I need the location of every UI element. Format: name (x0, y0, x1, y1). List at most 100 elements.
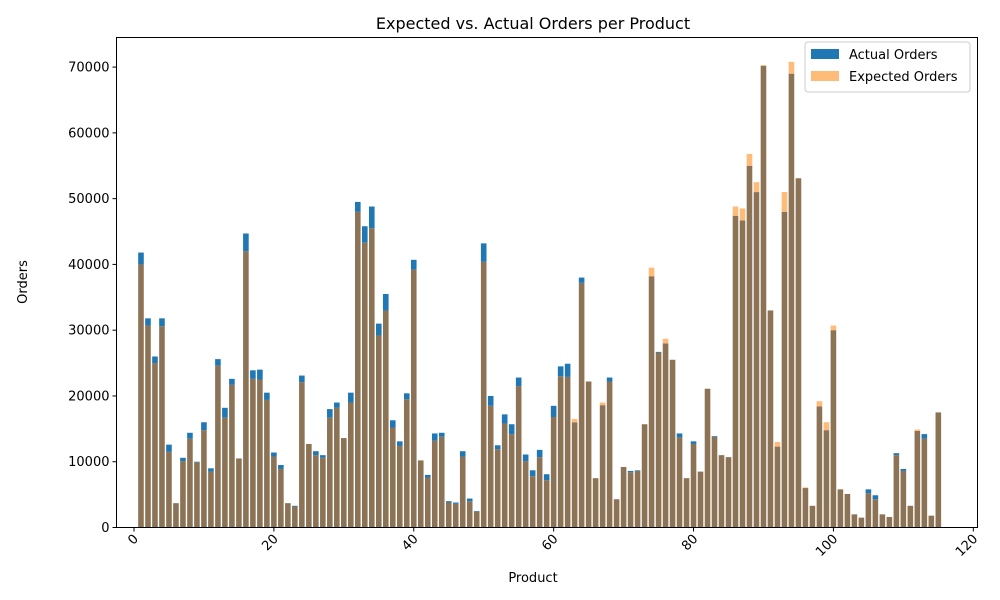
y-tick-label: 20000 (68, 389, 109, 404)
bar-actual-excess (382, 294, 389, 311)
bar-actual-excess (690, 441, 697, 444)
bar-actual-excess (438, 432, 445, 437)
bar-overlap (599, 405, 606, 528)
bar-overlap (816, 406, 823, 528)
bar-actual-excess (655, 351, 662, 353)
bar-actual-excess (138, 252, 144, 265)
bar-overlap (851, 514, 858, 528)
bar-actual-excess (257, 369, 263, 380)
bar-actual-excess (557, 366, 564, 377)
bar-actual-excess (278, 465, 284, 469)
bar-overlap (830, 330, 837, 528)
bar-overlap (257, 379, 263, 528)
plot-frame (116, 37, 978, 528)
bar-overlap (187, 438, 193, 528)
bar-actual-excess (480, 243, 487, 262)
bar-overlap (362, 242, 368, 528)
bar-overlap (494, 449, 501, 528)
chart-title: Expected vs. Actual Orders per Product (376, 14, 690, 33)
bar-actual-excess (487, 395, 494, 406)
bar-actual-excess (711, 436, 718, 437)
bar-overlap (243, 251, 249, 528)
bar-overlap (313, 455, 319, 528)
bar-overlap (753, 192, 760, 528)
bar-overlap (201, 430, 207, 528)
bar-overlap (837, 489, 844, 528)
bar-overlap (320, 457, 326, 528)
bar-overlap (781, 211, 788, 528)
bar-overlap (166, 451, 172, 528)
bar-overlap (732, 215, 739, 528)
bar-overlap (138, 264, 144, 528)
bar-overlap (592, 478, 599, 528)
bar-actual-excess (501, 414, 508, 424)
bar-actual-excess (229, 378, 235, 385)
bar-actual-excess (145, 318, 151, 326)
bar-overlap (725, 457, 732, 528)
bar-expected-excess (662, 338, 669, 344)
bar-overlap (229, 384, 235, 528)
bar-actual-excess (543, 474, 550, 481)
bar-actual-excess (900, 468, 907, 471)
bar-overlap (606, 381, 613, 528)
bar-overlap (403, 399, 410, 528)
bar-overlap (641, 424, 648, 528)
x-tick-label: 80 (679, 532, 701, 554)
bar-actual-excess (872, 495, 879, 500)
legend-box (804, 41, 971, 93)
bar-overlap (858, 517, 865, 528)
bar-overlap (872, 499, 879, 528)
bar-overlap (900, 470, 907, 528)
bar-overlap (578, 282, 585, 528)
bar-overlap (907, 505, 914, 528)
bar-overlap (487, 405, 494, 528)
bar-overlap (620, 466, 627, 528)
bar-overlap (327, 417, 333, 528)
bar-overlap (501, 423, 508, 528)
bar-overlap (508, 434, 515, 528)
bar-overlap (921, 438, 928, 528)
bar-expected-excess (746, 153, 753, 166)
bar-expected-excess (599, 402, 606, 406)
bar-overlap (515, 386, 522, 528)
bar-overlap (557, 376, 564, 528)
bars-group (138, 61, 942, 528)
bar-overlap (459, 456, 466, 528)
bar-actual-excess (515, 377, 522, 387)
bar-overlap (634, 470, 641, 528)
y-tick-label: 70000 (68, 61, 109, 76)
bar-overlap (571, 422, 578, 528)
bar-overlap (222, 417, 228, 528)
bar-actual-excess (368, 206, 375, 229)
bar-actual-excess (865, 489, 872, 494)
bar-actual-excess (508, 424, 515, 435)
bar-overlap (445, 502, 452, 528)
bar-actual-excess (180, 457, 186, 462)
bar-overlap (886, 516, 893, 528)
bar-overlap (648, 276, 655, 528)
bar-actual-excess (676, 433, 683, 438)
x-tick-label: 100 (813, 532, 841, 560)
bar-overlap (914, 430, 921, 528)
y-tick-label: 0 (101, 521, 109, 536)
bar-overlap (746, 165, 753, 528)
bar-overlap (355, 211, 361, 528)
y-tick-label: 40000 (68, 258, 109, 273)
bar-overlap (928, 515, 935, 528)
bar-overlap (739, 220, 746, 528)
bar-actual-excess (355, 201, 361, 212)
x-axis-label: Product (508, 571, 557, 586)
bar-expected-excess (781, 192, 788, 212)
bar-overlap (417, 460, 424, 528)
bar-overlap (543, 480, 550, 528)
bar-overlap (306, 443, 312, 528)
bar-actual-excess (522, 454, 529, 462)
bar-actual-excess (403, 393, 410, 400)
bar-actual-excess (215, 359, 221, 366)
legend-label-actual: Actual Orders (849, 48, 938, 63)
bar-overlap (438, 436, 445, 528)
bar-actual-excess (459, 451, 466, 457)
bar-actual-excess (208, 468, 214, 472)
bar-overlap (893, 455, 900, 528)
bar-expected-excess (830, 325, 837, 331)
